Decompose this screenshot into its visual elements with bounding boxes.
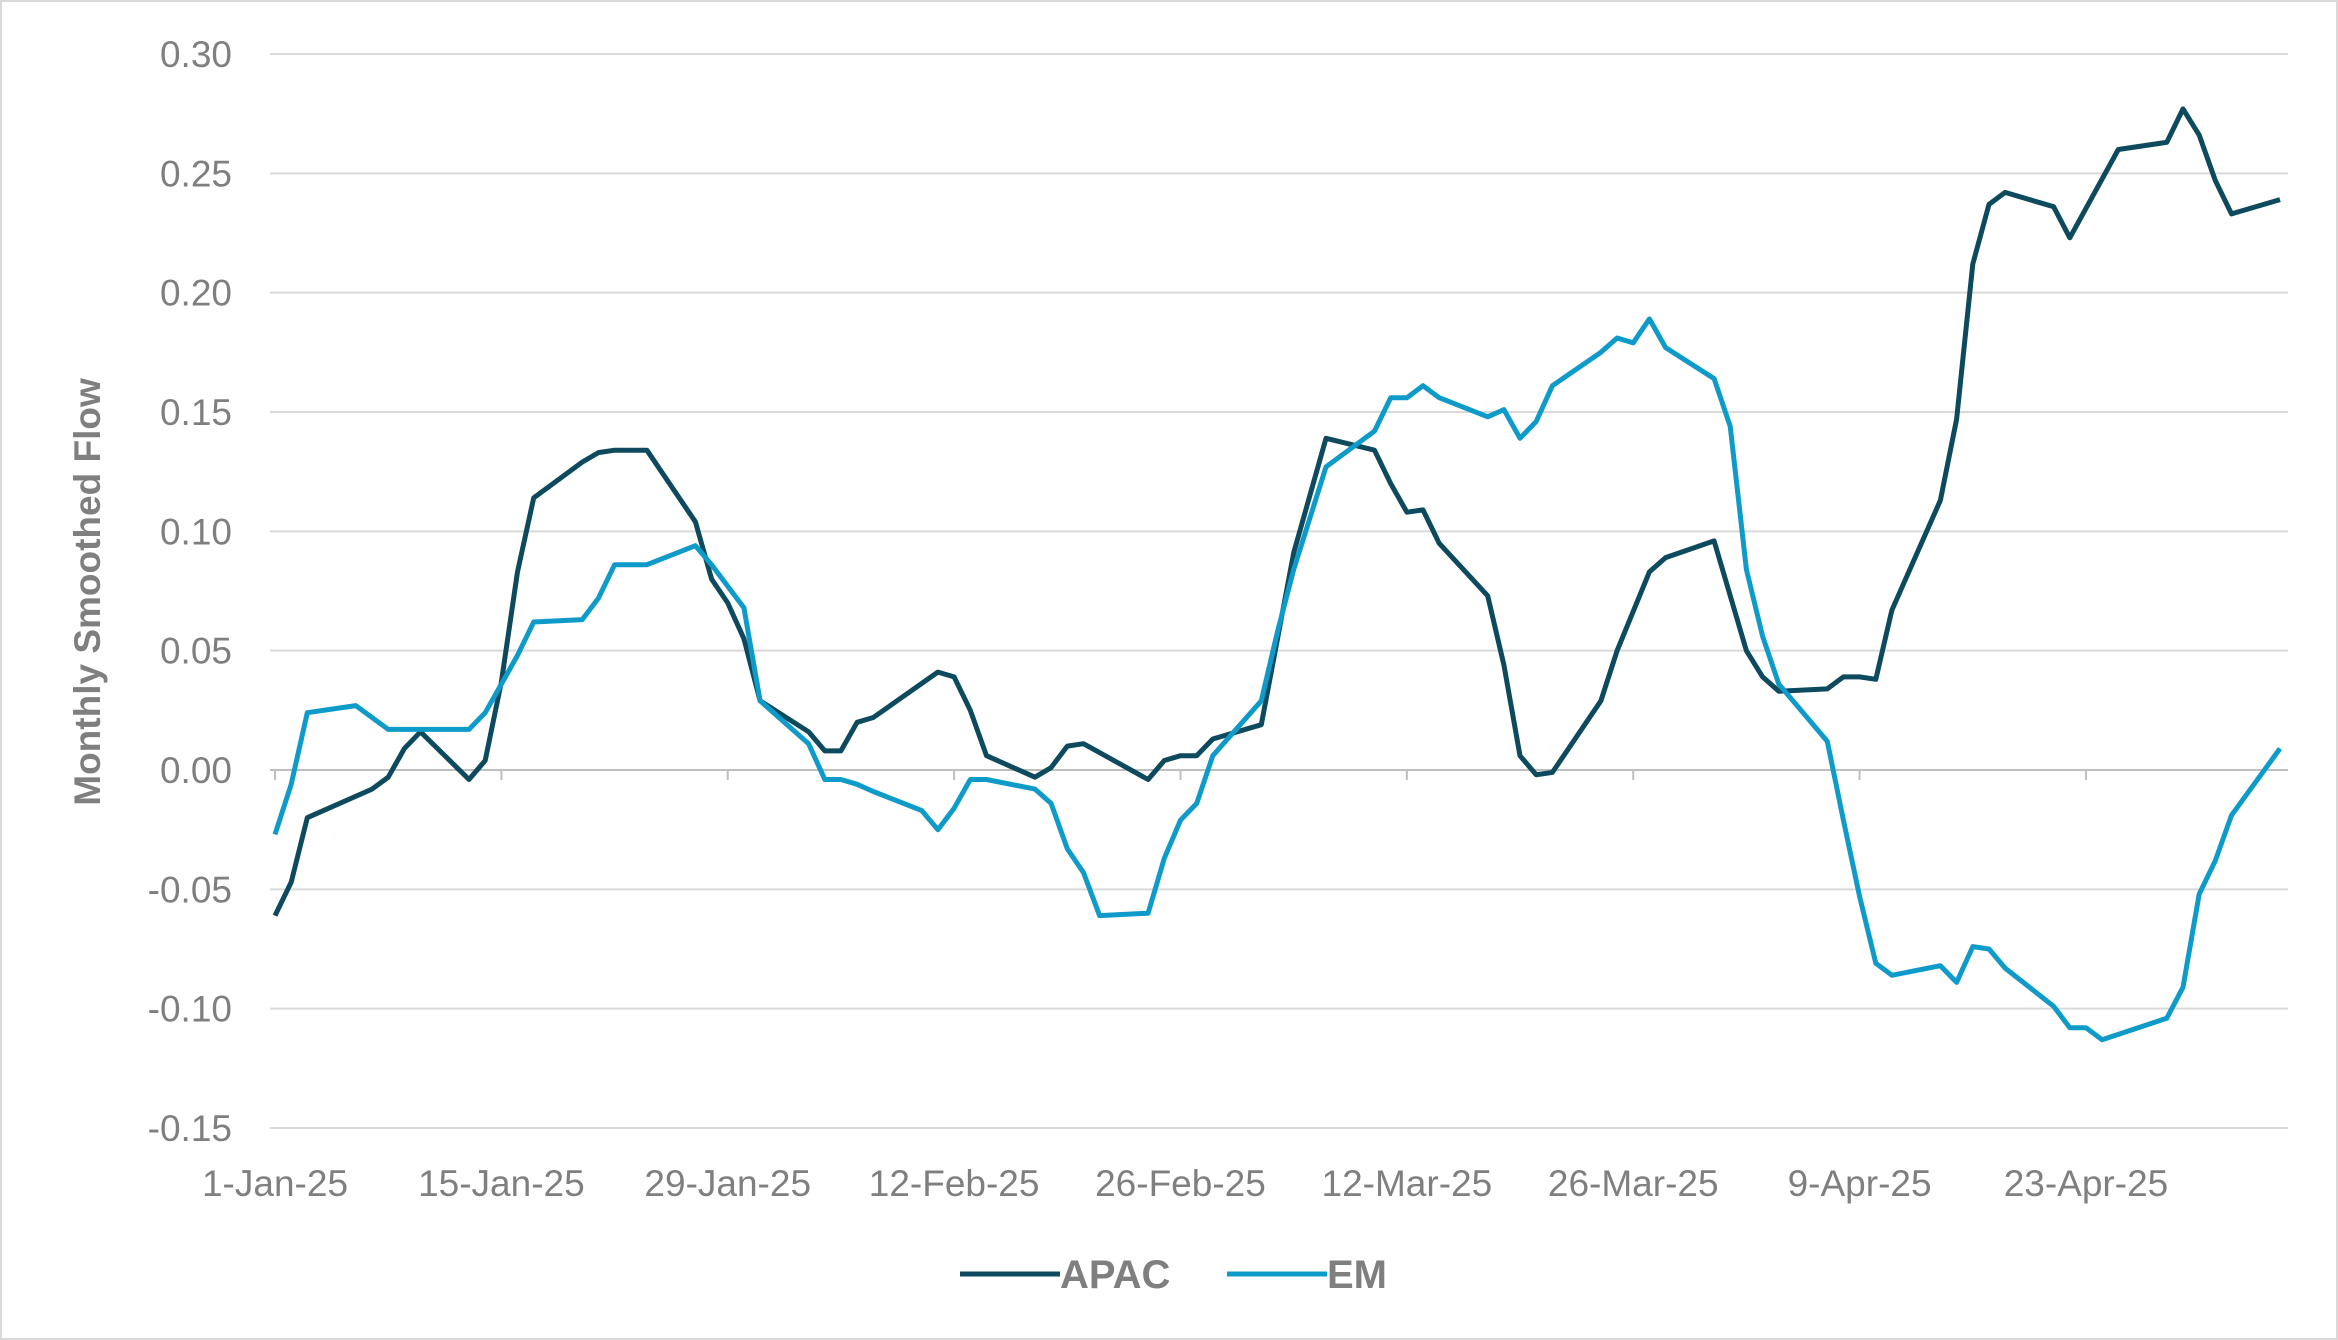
y-tick-labels: -0.15 -0.10 -0.05 0.00 0.05 0.10 0.15 0.20 0.25 0… [148, 34, 232, 1149]
legend: APAC EM [960, 1253, 1387, 1297]
y-tick-label: 0.30 [160, 34, 232, 75]
x-tick-label: 12-Mar-25 [1322, 1163, 1493, 1204]
x-tick-label: 15-Jan-25 [418, 1163, 585, 1204]
y-tick-label: 0.10 [160, 511, 232, 552]
x-tick-label: 12-Feb-25 [869, 1163, 1040, 1204]
y-tick-label: -0.10 [148, 989, 232, 1030]
x-tick-label: 26-Mar-25 [1548, 1163, 1719, 1204]
series-line-em [272, 316, 2283, 1043]
y-tick-label: -0.15 [148, 1108, 232, 1149]
y-tick-label: -0.05 [148, 869, 232, 910]
y-tick-label: 0.25 [160, 153, 232, 194]
x-tick-labels: 1-Jan-25 15-Jan-25 29-Jan-25 12-Feb-25 26-Fe… [202, 1163, 2168, 1204]
gridlines [270, 53, 2288, 1129]
y-tick-label: 0.05 [160, 631, 232, 672]
y-tick-label: 0.00 [160, 750, 232, 791]
x-tick-label: 9-Apr-25 [1788, 1163, 1932, 1204]
x-tick-label: 23-Apr-25 [2004, 1163, 2169, 1204]
x-tick-label: 26-Feb-25 [1095, 1163, 1266, 1204]
y-axis-label: Monthly Smoothed Flow [67, 378, 108, 806]
series-lines [272, 106, 2283, 1043]
legend-label-em: EM [1327, 1253, 1387, 1297]
legend-label-apac: APAC [1060, 1253, 1170, 1297]
y-tick-label: 0.20 [160, 273, 232, 314]
series-line-apac [272, 106, 2281, 917]
x-tick-label: 29-Jan-25 [644, 1163, 811, 1204]
y-tick-label: 0.15 [160, 392, 232, 433]
x-tick-label: 1-Jan-25 [202, 1163, 348, 1204]
